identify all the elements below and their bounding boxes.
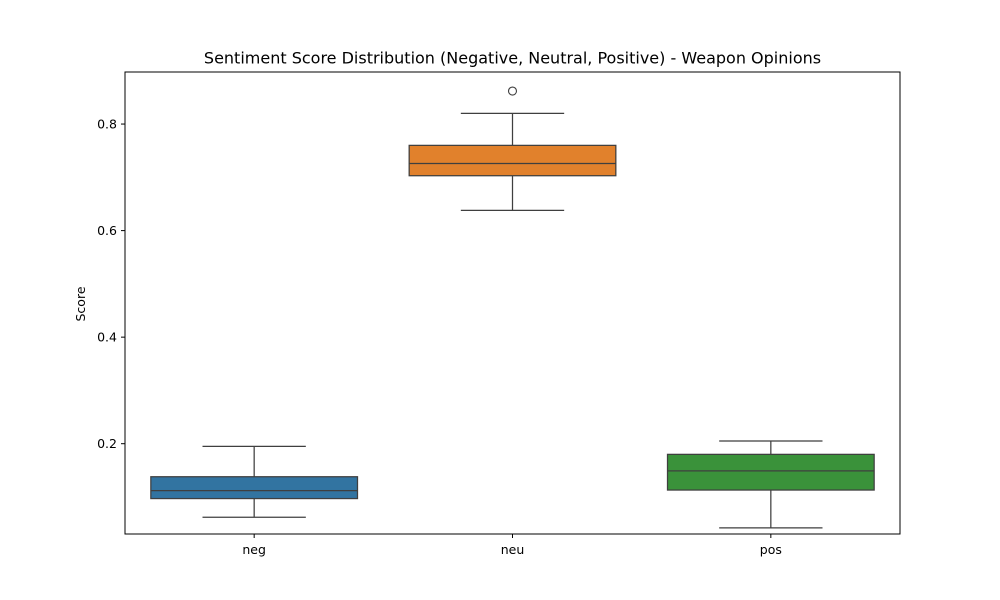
y-tick-label: 0.8	[97, 117, 117, 132]
x-tick-label-neg: neg	[242, 542, 266, 557]
chart-title: Sentiment Score Distribution (Negative, …	[204, 49, 821, 68]
outlier-neu-0	[507, 86, 518, 96]
box-neu	[408, 144, 617, 177]
y-tick-label: 0.6	[97, 223, 117, 238]
x-tick-label-pos: pos	[760, 542, 782, 557]
y-tick-label: 0.4	[97, 330, 117, 345]
box-neg	[150, 476, 359, 500]
plot-area-frame	[124, 71, 901, 535]
box-group-neg	[150, 445, 359, 518]
x-tick-label-neu: neu	[501, 542, 525, 557]
axes-layer: 0.2 0.4 0.6 0.8 neg neu pos	[97, 117, 782, 557]
y-tick-label: 0.2	[97, 436, 117, 451]
box-pos	[666, 453, 875, 491]
y-axis-label: Score	[73, 286, 88, 321]
boxes-layer	[150, 86, 875, 529]
box-group-pos	[666, 440, 875, 529]
box-group-neu	[408, 86, 617, 211]
